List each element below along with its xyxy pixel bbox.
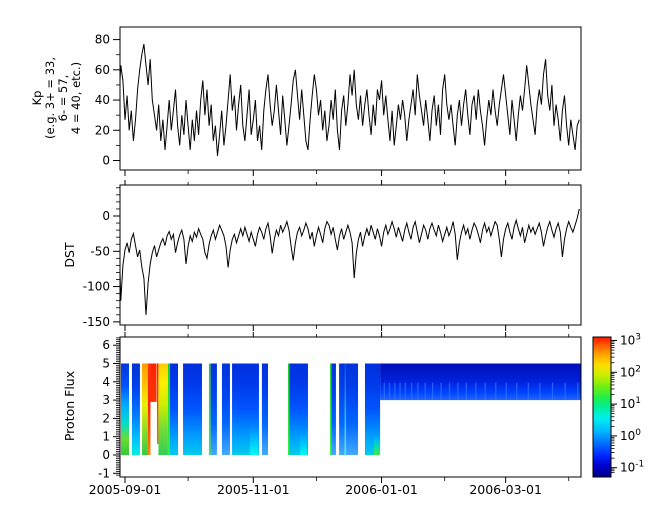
band-streak — [551, 382, 554, 400]
spectrogram-segment — [331, 363, 336, 455]
spectrogram-blob — [374, 434, 380, 455]
colorbar-tick-label: 102 — [620, 364, 641, 379]
spectrogram-segment — [121, 363, 130, 455]
proton-ytick-label: 6 — [102, 338, 110, 352]
x-date-label: 2005-11-01 — [217, 482, 290, 497]
kp-ytick-label: 20 — [95, 123, 110, 137]
colorbar-tick-label: 10-1 — [620, 460, 644, 475]
spectrogram-segment — [380, 363, 581, 401]
kp-axis-label: Kp (e.g. 3+ = 33, 6- = 57, 4 = 40, etc.) — [30, 38, 83, 158]
band-streak — [411, 382, 413, 400]
spectrogram-segment — [142, 363, 148, 455]
band-streak — [417, 382, 419, 400]
band-streak — [505, 382, 507, 400]
dst-frame — [119, 184, 582, 326]
dst-series-line — [120, 208, 580, 315]
proton-ytick-label: 0 — [102, 448, 110, 462]
proton-ytick-label: 2 — [102, 411, 110, 425]
spectrogram-segment — [147, 363, 151, 455]
band-streak — [564, 382, 566, 400]
spectrogram-segment — [170, 363, 179, 455]
proton-data-area — [121, 363, 581, 455]
kp-ytick-label: 0 — [102, 154, 110, 168]
kp-ytick-label: 60 — [95, 63, 110, 77]
band-streak — [388, 382, 391, 400]
band-streak — [465, 382, 467, 400]
x-date-label: 2006-03-01 — [469, 482, 542, 497]
colorbar-tick-label: 103 — [620, 333, 641, 348]
spectrogram-segment — [167, 363, 171, 455]
band-streak — [495, 382, 497, 400]
proton-ytick-label: 1 — [102, 430, 110, 444]
proton-frame — [119, 336, 582, 478]
proton-ytick-label: 3 — [102, 393, 110, 407]
spectrogram-segment — [261, 363, 269, 455]
proton-flux-axis-label: Proton Flux — [62, 370, 77, 442]
band-streak — [432, 382, 434, 400]
dst-axis-label: DST — [62, 242, 77, 268]
band-streak — [424, 382, 426, 400]
kp-axis-label-line4: 4 = 40, etc.) — [69, 61, 83, 135]
spectrogram-segment — [287, 363, 290, 455]
spectrogram-segment — [339, 363, 359, 455]
kp-series-line — [120, 44, 580, 157]
spectrogram-segment — [150, 363, 157, 402]
dst-ytick-label: -150 — [83, 315, 110, 329]
proton-ytick-label: 4 — [102, 375, 110, 389]
spectrogram-blob — [344, 363, 347, 455]
kp-data-area — [120, 44, 580, 157]
dst-data-area — [120, 208, 580, 315]
spectrogram-segment — [208, 363, 211, 455]
spectrogram-segment — [364, 363, 381, 455]
colorbar-tick-label: 100 — [620, 428, 641, 443]
spectrogram-blob — [299, 431, 307, 455]
dst-ytick-label: 0 — [102, 209, 110, 223]
x-date-label: 2005-09-01 — [89, 482, 162, 497]
band-streak — [539, 382, 541, 400]
band-streak — [527, 382, 529, 400]
band-streak — [448, 382, 451, 400]
band-streak — [440, 382, 442, 400]
proton-ytick-label: 5 — [102, 357, 110, 371]
dst-ytick-label: -50 — [90, 244, 110, 258]
spectrogram-segment — [158, 363, 168, 455]
kp-frame — [119, 26, 582, 171]
band-streak — [404, 382, 406, 400]
band-streak — [399, 382, 401, 400]
proton-ytick-label: -1 — [98, 466, 110, 480]
dst-ytick-label: -100 — [83, 280, 110, 294]
band-streak — [516, 382, 518, 400]
spectrogram-blob — [249, 425, 259, 455]
colorbar-tick-label: 101 — [620, 396, 641, 411]
spectrogram-segment — [221, 363, 230, 455]
spectrogram-segment — [210, 363, 217, 455]
band-streak — [383, 382, 385, 400]
band-streak — [457, 382, 459, 400]
kp-ytick-label: 80 — [95, 33, 110, 47]
band-streak — [577, 382, 579, 400]
band-streak — [484, 382, 486, 400]
spectrogram-segment — [330, 363, 332, 455]
x-date-label: 2006-01-01 — [345, 482, 418, 497]
spectrogram-segment — [183, 363, 202, 455]
kp-ytick-label: 40 — [95, 93, 110, 107]
band-streak — [475, 382, 477, 400]
spectrogram-segment — [131, 363, 140, 455]
spectrogram-segment — [156, 363, 159, 445]
colorbar — [593, 337, 611, 477]
band-streak — [394, 382, 396, 400]
